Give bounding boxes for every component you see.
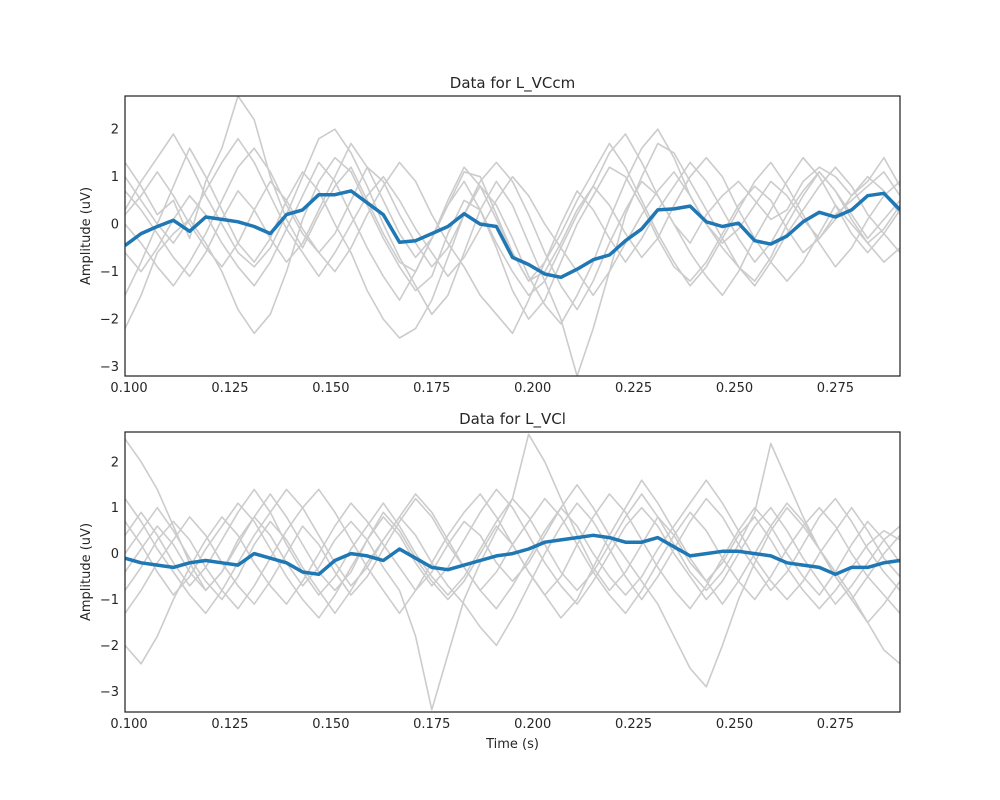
trial-line-9 [125,493,900,610]
plot-area: 0.100 0.125 0.150 0.175 0.200 0.225 0.250 0.275… [100,431,901,732]
trial-line-5 [125,128,900,325]
series-group [125,433,900,711]
y-tick-label: −2 [100,313,119,328]
x-axis-label: Time (s) [485,737,539,752]
y-tick-label: −3 [100,360,119,375]
x-tick-label: 0.250 [716,717,753,732]
y-tick-label: −1 [100,265,119,280]
y-tick-label: −1 [100,593,119,608]
trial-line-9 [125,137,900,297]
x-tick-label: 0.100 [110,717,147,732]
x-tick-label: 0.100 [110,381,147,396]
x-tick-label: 0.125 [211,717,248,732]
x-tick-label: 0.275 [817,717,854,732]
trial-line-3 [125,128,900,376]
chart-l-vccm: Data for L_VCcm Amplitude (uV) 0.100 0.12… [79,74,901,396]
x-tick-label: 0.225 [615,381,652,396]
series-group [125,96,900,376]
chart-l-vcl: Data for L_VCl Amplitude (uV) Time (s) 0… [79,410,901,752]
y-tick-label: −3 [100,685,119,700]
x-tick-label: 0.200 [514,381,551,396]
x-tick-label: 0.275 [817,381,854,396]
y-axis-label: Amplitude (uV) [79,523,94,621]
x-tick-label: 0.175 [413,381,450,396]
y-tick-label: 0 [111,218,119,233]
plot-frame [124,431,901,713]
trial-line-2 [125,483,900,688]
y-axis-label: Amplitude (uV) [79,187,94,285]
trial-line-7 [125,142,900,301]
chart-title: Data for L_VCcm [450,74,575,93]
trial-line-5 [125,497,900,647]
trial-line-7 [125,479,900,614]
y-tick-label: 2 [111,123,119,138]
y-tick-label: 0 [111,547,119,562]
plot-area: 0.100 0.125 0.150 0.175 0.200 0.225 0.250 0.275… [100,95,901,396]
mean-line [125,189,900,280]
x-tick-label: 0.125 [211,381,248,396]
y-tick-label: 1 [111,501,119,516]
y-tick-label: −2 [100,639,119,654]
y-tick-label: 1 [111,170,119,185]
trial-line-8 [125,488,900,619]
plot-frame [124,95,901,377]
trial-line-4 [125,147,900,339]
trial-line-3 [125,442,900,601]
mean-line [125,533,900,577]
x-tick-label: 0.150 [312,381,349,396]
x-tick-label: 0.250 [716,381,753,396]
y-tick-label: 2 [111,455,119,470]
x-tick-label: 0.150 [312,717,349,732]
x-tick-label: 0.200 [514,717,551,732]
trial-line-2 [125,156,900,335]
chart-title: Data for L_VCl [459,410,566,429]
x-tick-label: 0.175 [413,717,450,732]
x-tick-label: 0.225 [615,717,652,732]
